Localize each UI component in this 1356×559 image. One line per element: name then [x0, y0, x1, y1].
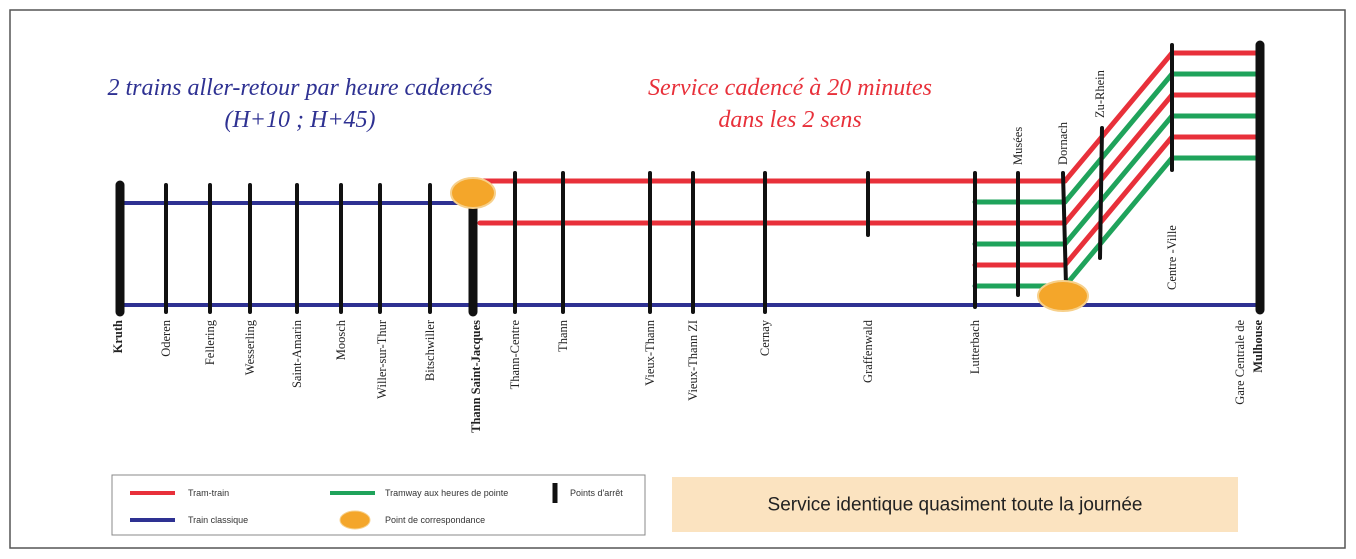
station-label: Cernay	[758, 319, 772, 356]
tram-train-line	[1062, 92, 1175, 226]
station-label: Bitschwiller	[423, 319, 437, 381]
heading: Service cadencé à 20 minutes	[648, 75, 932, 101]
station-label: Vieux-Thann	[643, 319, 657, 386]
banner: Service identique quasiment toute la jou…	[768, 495, 1143, 516]
station-label: Lutterbach	[968, 319, 982, 374]
heading: 2 trains aller-retour par heure cadencés	[107, 75, 492, 101]
stop-bar	[1061, 171, 1068, 287]
station-label: Graffenwald	[861, 319, 875, 383]
legend-label: Train classique	[188, 515, 248, 525]
legend-label: Tramway aux heures de pointe	[385, 488, 508, 498]
station-label: Centre -Ville	[1165, 225, 1179, 290]
station-label: Vieux-Thann ZI	[686, 320, 700, 401]
stop-bar	[1098, 126, 1104, 260]
legend-connection	[339, 510, 371, 530]
station-label: Dornach	[1056, 121, 1070, 165]
station-label: Oderen	[159, 319, 173, 357]
station-label: Wesserling	[243, 319, 257, 375]
station-label: Thann-Centre	[508, 320, 522, 390]
heading: dans les 2 sens	[718, 107, 861, 133]
station-label: Thann Saint-Jacques	[469, 320, 483, 433]
station-label: Mulhouse	[1251, 320, 1265, 373]
station-label: Moosch	[334, 319, 348, 360]
heading: (H+10 ; H+45)	[224, 107, 375, 133]
legend-label: Points d'arrêt	[570, 488, 623, 498]
tram-train-line	[1062, 50, 1175, 184]
station-label: Zu-Rhein	[1093, 69, 1107, 118]
tramway-line	[1062, 71, 1175, 205]
station-label: Kruth	[111, 320, 125, 353]
frame	[9, 9, 1346, 549]
banner-box	[672, 477, 1238, 532]
tramway-line	[1062, 113, 1175, 247]
station-label: Willer-sur-Thur	[375, 319, 389, 399]
station-label: Saint-Amarin	[290, 319, 304, 388]
legend-label: Point de correspondance	[385, 515, 485, 525]
connection	[1037, 280, 1089, 312]
network	[115, 40, 1265, 317]
tramway-line	[1062, 155, 1175, 289]
station-label: Gare Centrale de	[1233, 320, 1247, 405]
connection	[450, 177, 496, 209]
station-label: Musées	[1011, 127, 1025, 165]
tram-train-line	[1062, 134, 1175, 268]
station-label: Thann	[556, 319, 570, 352]
legend-label: Tram-train	[188, 488, 229, 498]
legend-box	[111, 474, 646, 536]
station-label: Fellering	[203, 319, 217, 365]
